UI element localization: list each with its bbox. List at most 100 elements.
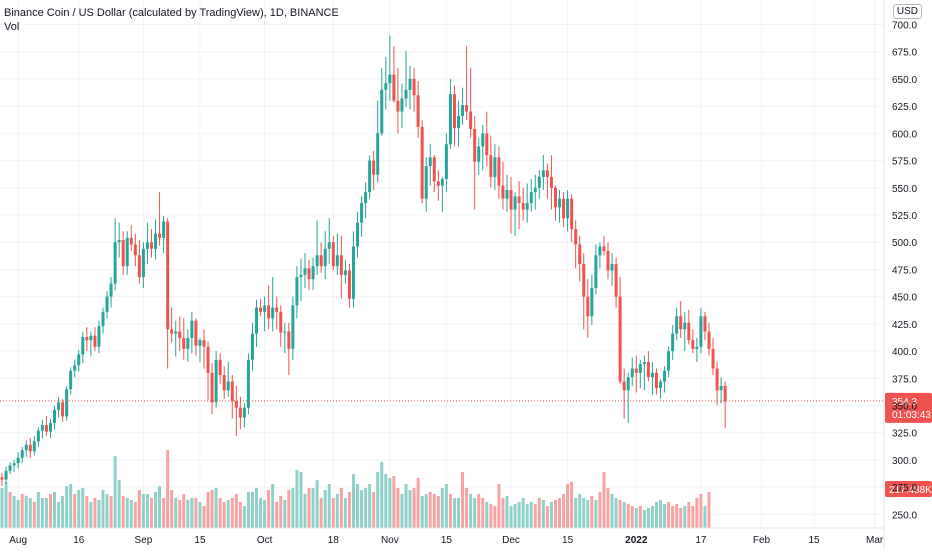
candle-body bbox=[267, 305, 271, 319]
candle-body bbox=[420, 126, 424, 199]
volume-bar bbox=[461, 472, 465, 528]
candle-body bbox=[48, 422, 52, 432]
candle-body bbox=[505, 189, 509, 199]
candle-body bbox=[331, 242, 335, 267]
volume-bar bbox=[198, 502, 202, 528]
volume-bar bbox=[162, 498, 166, 528]
time-tick-label: 16 bbox=[73, 535, 85, 546]
volume-bar bbox=[436, 496, 440, 528]
candle-body bbox=[190, 320, 194, 339]
candle-body bbox=[109, 283, 113, 297]
volume-bar bbox=[497, 484, 501, 528]
candle-body bbox=[461, 105, 465, 116]
candle-body bbox=[541, 170, 545, 177]
time-tick-label: 2022 bbox=[625, 535, 648, 546]
volume-bar bbox=[250, 492, 254, 528]
volume-bar bbox=[529, 502, 533, 528]
candle-body bbox=[222, 375, 226, 391]
volume-bar bbox=[16, 500, 20, 528]
volume-bar bbox=[380, 462, 384, 528]
candle-body bbox=[683, 322, 687, 330]
volume-bar bbox=[339, 488, 343, 528]
volume-bar bbox=[303, 494, 307, 528]
candle-body bbox=[392, 74, 396, 101]
volume-bar bbox=[513, 504, 517, 528]
volume-bar bbox=[590, 496, 594, 528]
candle-body bbox=[234, 401, 238, 408]
volume-bar bbox=[295, 470, 299, 528]
candle-body bbox=[610, 264, 614, 271]
time-tick-label: 15 bbox=[194, 535, 206, 546]
candle-body bbox=[671, 333, 675, 352]
candle-body bbox=[650, 372, 654, 378]
candle-body bbox=[129, 237, 133, 245]
candle-body bbox=[428, 157, 432, 167]
volume-bar bbox=[218, 498, 222, 528]
volume-bar bbox=[416, 478, 420, 528]
volume-bar bbox=[646, 508, 650, 528]
last-volume-marker bbox=[885, 481, 932, 497]
volume-bar bbox=[335, 494, 339, 528]
candle-body bbox=[469, 111, 473, 130]
volume-bar bbox=[683, 506, 687, 528]
volume-bar bbox=[517, 502, 521, 528]
volume-bar bbox=[549, 502, 553, 528]
volume-bar bbox=[602, 472, 606, 528]
volume-bar bbox=[323, 490, 327, 528]
volume-bar bbox=[178, 500, 182, 528]
candle-body bbox=[533, 187, 537, 193]
volume-bar bbox=[424, 494, 428, 528]
volume-bar bbox=[242, 506, 246, 528]
candle-body bbox=[376, 133, 380, 175]
volume-bar bbox=[8, 492, 12, 528]
countdown-label: 01:03:43 bbox=[892, 410, 931, 421]
candle-body bbox=[275, 307, 279, 312]
candle-body bbox=[210, 372, 214, 403]
volume-bar bbox=[259, 498, 263, 528]
candle-body bbox=[117, 240, 121, 243]
candle-body bbox=[133, 244, 137, 256]
volume-bar bbox=[194, 498, 198, 528]
candle-body bbox=[703, 316, 707, 332]
price-tick-label: 475.0 bbox=[892, 265, 917, 276]
price-tick-label: 250.0 bbox=[892, 510, 917, 521]
volume-bar bbox=[125, 498, 129, 528]
volume-bar bbox=[541, 500, 545, 528]
candle-body bbox=[497, 157, 501, 186]
candle-body bbox=[707, 331, 711, 349]
candle-body bbox=[493, 157, 497, 177]
candle-body bbox=[343, 270, 347, 275]
price-tick-label: 300.0 bbox=[892, 456, 917, 467]
volume-bar bbox=[85, 496, 89, 528]
volume-bar bbox=[650, 506, 654, 528]
last-price-marker bbox=[885, 392, 932, 423]
volume-bar bbox=[642, 510, 646, 528]
volume-bar bbox=[279, 496, 283, 528]
candle-body bbox=[73, 365, 77, 371]
candle-body bbox=[20, 450, 24, 458]
candle-body bbox=[485, 133, 489, 156]
volume-bar bbox=[469, 494, 473, 528]
candle-body bbox=[174, 331, 178, 334]
volume-bar bbox=[388, 478, 392, 528]
volume-bar bbox=[404, 484, 408, 528]
time-tick-label: 18 bbox=[328, 535, 340, 546]
price-tick-label: 575.0 bbox=[892, 157, 917, 168]
currency-selector[interactable]: USD bbox=[892, 4, 922, 19]
candle-body bbox=[307, 268, 311, 280]
volume-bar bbox=[238, 502, 242, 528]
price-tick-label: 675.0 bbox=[892, 48, 917, 59]
volume-bar bbox=[675, 504, 679, 528]
volume-bar bbox=[707, 492, 711, 528]
candle-body bbox=[553, 187, 557, 208]
candle-body bbox=[287, 331, 291, 349]
candle-body bbox=[452, 94, 456, 128]
candle-body bbox=[654, 372, 658, 389]
candle-body bbox=[457, 115, 461, 128]
volume-bar bbox=[360, 490, 364, 528]
volume-bar bbox=[408, 490, 412, 528]
volume-bar bbox=[28, 498, 32, 528]
candle-body bbox=[396, 100, 400, 112]
